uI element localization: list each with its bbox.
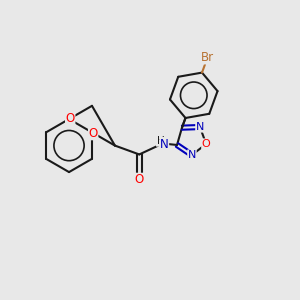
Text: H: H	[157, 136, 164, 146]
Text: O: O	[88, 127, 98, 140]
Text: O: O	[66, 112, 75, 125]
Text: N: N	[196, 122, 204, 132]
Text: N: N	[160, 138, 169, 151]
Text: Br: Br	[201, 51, 214, 64]
Text: O: O	[202, 139, 211, 149]
Text: O: O	[135, 173, 144, 186]
Text: N: N	[188, 150, 196, 160]
